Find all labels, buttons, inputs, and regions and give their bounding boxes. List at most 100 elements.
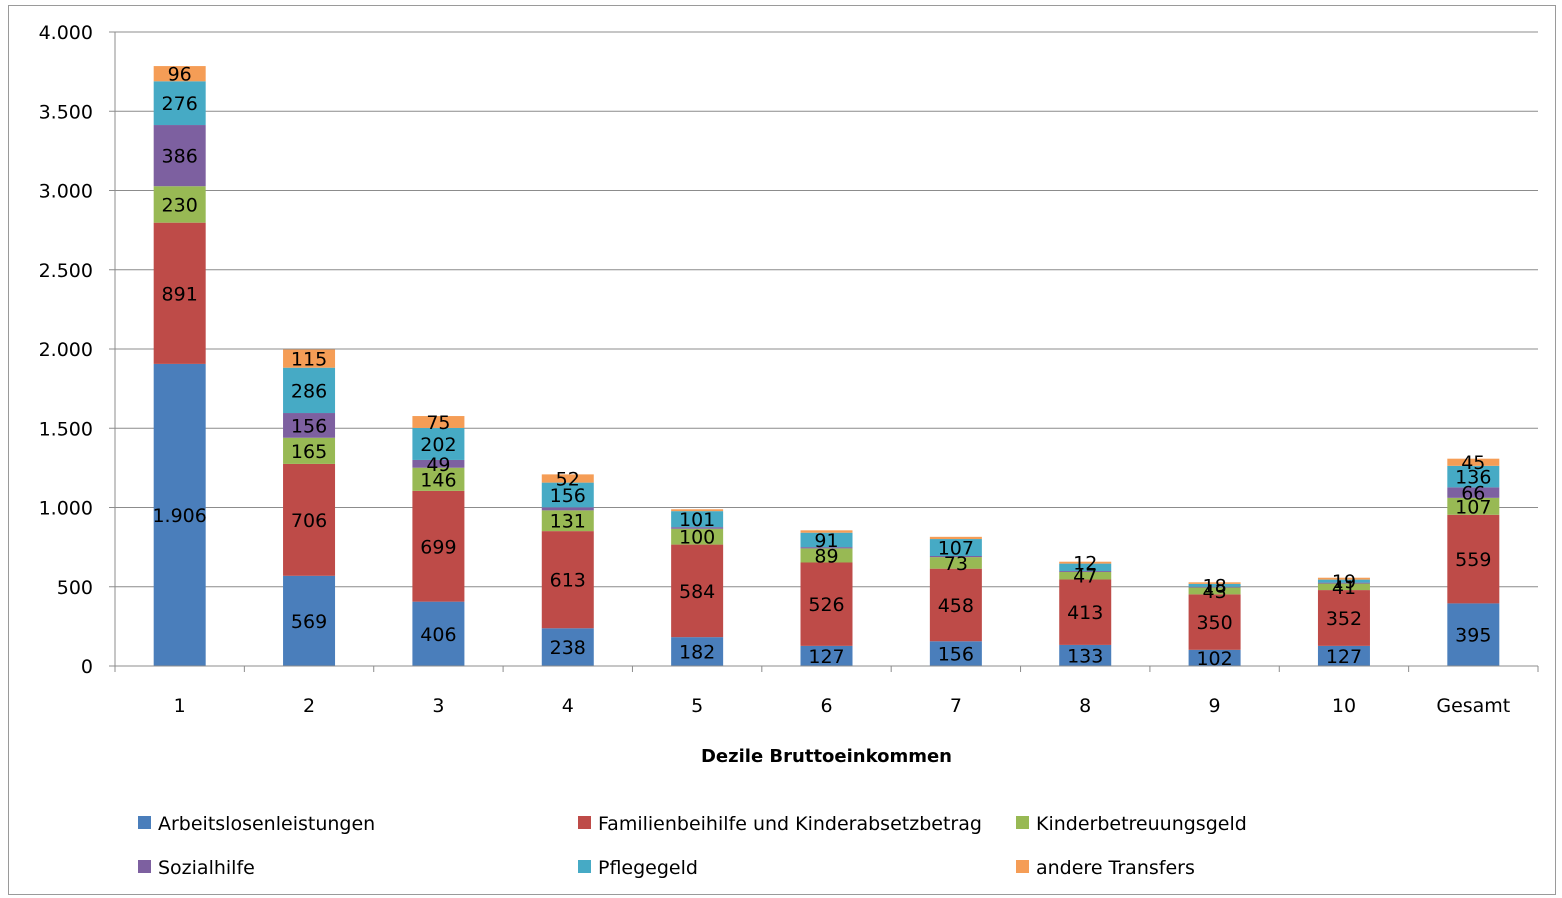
bar-segment xyxy=(1447,603,1500,666)
data-label: 891 xyxy=(162,283,198,305)
bar-segment xyxy=(541,628,594,666)
bar-segment xyxy=(1317,645,1370,666)
legend-swatch xyxy=(578,860,591,873)
data-label: 395 xyxy=(1455,625,1491,647)
y-tick-label: 1.000 xyxy=(39,498,93,520)
bar-segment xyxy=(671,509,724,512)
y-axis: 0 500 1.000 1.500 2.000 2.500 3.000 3.500 4.000 xyxy=(39,22,116,678)
bar-segment xyxy=(541,531,594,629)
bar-segment xyxy=(800,532,853,548)
chart-frame xyxy=(8,5,1556,895)
bar-segment xyxy=(541,507,594,511)
bar-segment xyxy=(1317,577,1370,580)
x-tick-label: Gesamt xyxy=(1436,695,1510,717)
bar-segment xyxy=(1447,465,1500,488)
data-label: 102 xyxy=(1196,648,1232,670)
bar-segment xyxy=(1059,572,1112,580)
bar-segment xyxy=(412,427,465,460)
y-tick-label: 1.500 xyxy=(39,418,93,440)
bar-segment xyxy=(671,528,724,545)
legend: Arbeitslosenleistungen Familienbeihilfe u… xyxy=(138,813,1247,879)
bar-segment xyxy=(541,510,594,532)
bar-segment xyxy=(671,527,724,529)
y-tick-label: 3.000 xyxy=(39,181,93,203)
y-tick-label: 500 xyxy=(57,577,93,599)
data-label: 41 xyxy=(1332,577,1356,599)
data-label: 96 xyxy=(168,64,192,86)
y-tick-label: 0 xyxy=(81,656,93,678)
gridlines xyxy=(115,31,1538,588)
data-label: 350 xyxy=(1196,612,1232,634)
data-label: 73 xyxy=(944,553,968,575)
data-label: 1.906 xyxy=(152,505,206,527)
bar-segment xyxy=(1447,514,1500,604)
data-label: 406 xyxy=(420,624,456,646)
data-label: 156 xyxy=(550,485,586,507)
data-label: 699 xyxy=(420,536,456,558)
data-label: 156 xyxy=(938,644,974,666)
data-label: 584 xyxy=(679,581,715,603)
data-label: 559 xyxy=(1455,549,1491,571)
legend-label: Pflegegeld xyxy=(598,857,698,879)
data-label: 146 xyxy=(420,469,456,491)
bar-segment xyxy=(412,416,465,428)
bar-segment xyxy=(541,482,594,508)
bar-segment xyxy=(1188,583,1241,587)
x-tick-label: 6 xyxy=(820,695,832,717)
legend-swatch xyxy=(138,816,151,829)
x-tick-label: 9 xyxy=(1209,695,1221,717)
bar-segment xyxy=(1188,587,1241,595)
data-label: 133 xyxy=(1067,645,1103,667)
data-label: 115 xyxy=(291,349,327,371)
bar-segment xyxy=(153,125,206,187)
data-label: 413 xyxy=(1067,602,1103,624)
bar-segment xyxy=(929,568,982,642)
bar-segment xyxy=(800,548,853,563)
data-label: 45 xyxy=(1461,452,1485,474)
data-label: 127 xyxy=(808,646,844,668)
bar-segment xyxy=(283,463,336,576)
data-label: 131 xyxy=(550,511,586,533)
data-label: 47 xyxy=(1073,566,1097,588)
bar-segment xyxy=(1188,649,1241,666)
bar-segment xyxy=(800,530,853,533)
legend-swatch xyxy=(138,860,151,873)
data-label: 202 xyxy=(420,434,456,456)
bar-segment xyxy=(800,562,853,646)
data-label: 276 xyxy=(162,93,198,115)
data-label: 613 xyxy=(550,570,586,592)
bar-segment xyxy=(1188,594,1241,650)
bar-segment xyxy=(283,437,336,464)
bar-segment xyxy=(1059,644,1112,666)
x-tick-label: 5 xyxy=(691,695,703,717)
bar-segment xyxy=(1059,563,1112,572)
legend-label: Kinderbetreuungsgeld xyxy=(1036,813,1247,835)
bar-segment xyxy=(1188,582,1241,584)
data-label: 182 xyxy=(679,642,715,664)
bar-segment xyxy=(153,66,206,82)
bar-segment xyxy=(929,641,982,666)
bar-segment xyxy=(1317,590,1370,646)
data-label: 458 xyxy=(938,595,974,617)
bar-segment xyxy=(283,367,336,414)
bar-segment xyxy=(800,547,853,549)
bar-segment xyxy=(283,413,336,438)
data-label: 526 xyxy=(808,594,844,616)
bar-segment xyxy=(153,222,206,364)
data-label: 286 xyxy=(291,380,327,402)
x-tick-label: 7 xyxy=(950,695,962,717)
bar-segment xyxy=(1059,561,1112,564)
x-axis-title: Dezile Bruttoeinkommen xyxy=(701,746,952,767)
data-label: 107 xyxy=(938,538,974,560)
legend-label: Arbeitslosenleistungen xyxy=(158,813,375,835)
bar-segment xyxy=(1317,582,1370,584)
bar-segment xyxy=(1317,579,1370,583)
y-tick-label: 2.500 xyxy=(39,260,93,282)
bar-segment xyxy=(283,349,336,368)
bar-segment xyxy=(412,459,465,468)
data-label: 91 xyxy=(814,530,838,552)
bar-segment xyxy=(1447,487,1500,498)
data-label: 230 xyxy=(162,194,198,216)
bars xyxy=(153,66,1500,666)
